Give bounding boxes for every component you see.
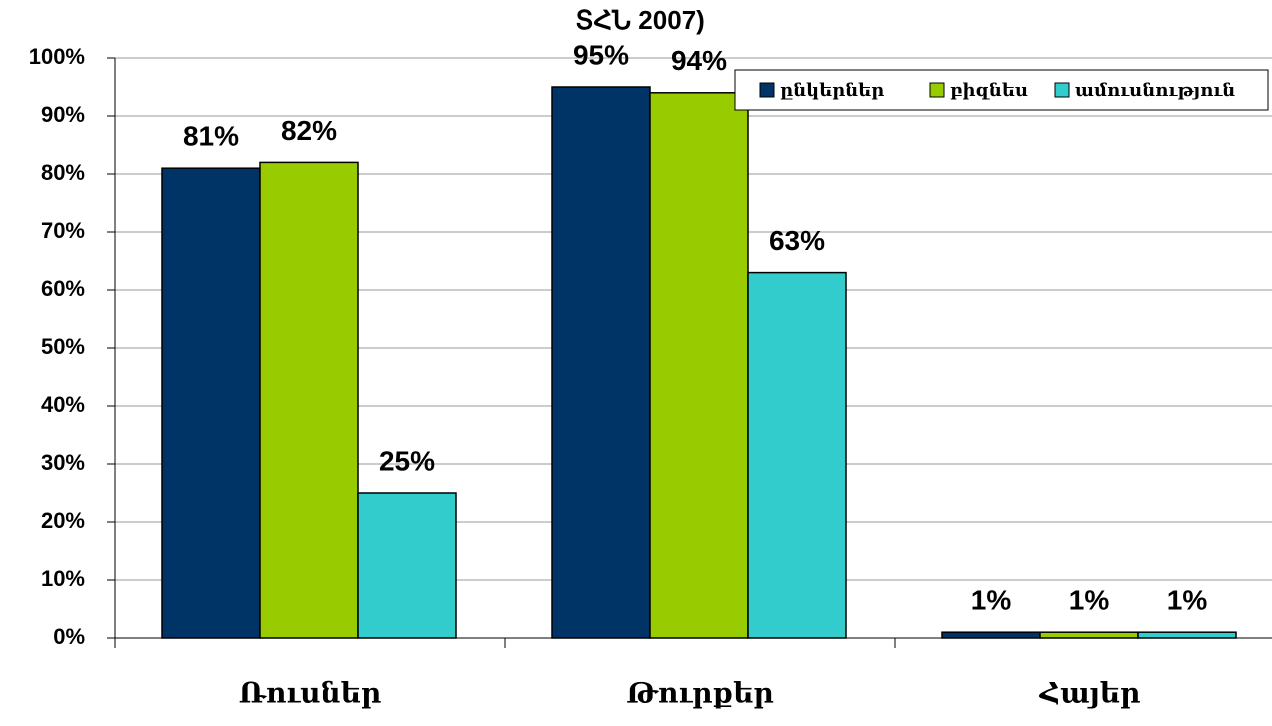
bar (1137, 631, 1237, 639)
data-label: 1% (1167, 585, 1208, 616)
y-tick-label: 70% (41, 218, 85, 243)
data-label: 81% (183, 121, 239, 152)
legend-box (734, 69, 1269, 111)
bar (747, 271, 847, 639)
data-label: 63% (769, 225, 825, 256)
x-tick-label: Հայեր (1039, 677, 1141, 710)
bar (941, 631, 1041, 639)
bar (259, 161, 359, 639)
y-tick-label: 30% (41, 450, 85, 475)
bar (357, 492, 457, 639)
bar (649, 92, 749, 639)
data-label: 1% (1069, 585, 1110, 616)
data-label: 82% (281, 115, 337, 146)
data-label: 94% (671, 45, 727, 76)
y-tick-label: 100% (29, 44, 85, 69)
legend-swatch (1054, 82, 1070, 98)
legend-label: բիզնես (950, 80, 1028, 101)
legend-label: ամուսնություն (1075, 80, 1235, 101)
chart-title: ՏՀՆ 2007) (575, 5, 705, 35)
legend-swatch (929, 82, 945, 98)
y-tick-label: 10% (41, 566, 85, 591)
y-tick-label: 80% (41, 160, 85, 185)
x-tick-label: Թուրքեր (626, 677, 773, 710)
y-tick-label: 40% (41, 392, 85, 417)
y-tick-label: 60% (41, 276, 85, 301)
legend-swatch (759, 82, 775, 98)
bar (161, 167, 261, 639)
y-tick-label: 90% (41, 102, 85, 127)
data-label: 1% (971, 585, 1012, 616)
x-tick-label: Ռուսներ (239, 677, 382, 710)
legend-label: ընկերներ (780, 80, 884, 101)
bar (551, 86, 651, 639)
y-tick-label: 20% (41, 508, 85, 533)
y-tick-label: 50% (41, 334, 85, 359)
bar (1039, 631, 1139, 639)
y-tick-label: 0% (53, 624, 85, 649)
data-label: 25% (379, 445, 435, 476)
data-label: 95% (573, 39, 629, 70)
